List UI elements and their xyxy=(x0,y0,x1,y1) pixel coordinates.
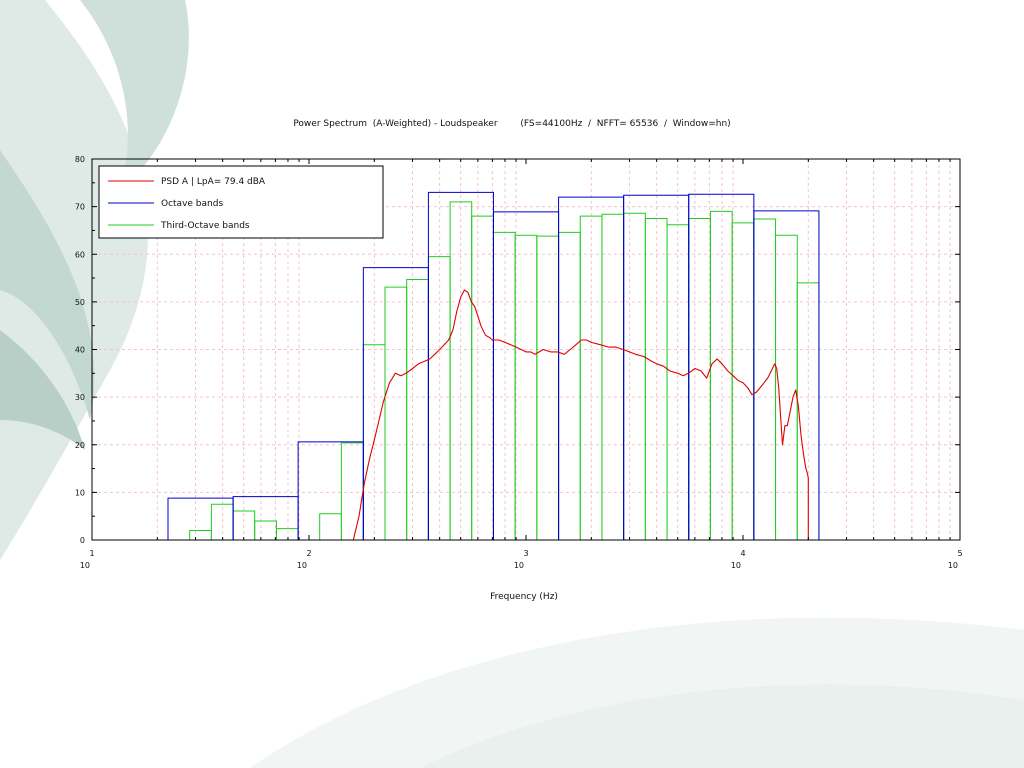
y-tick-label: 20 xyxy=(75,441,85,450)
octave-band-bar xyxy=(492,211,560,540)
axes: 0 10 20 30 40 50 60 70 80 10 1 10 2 10 3 10 4 10 5 xyxy=(75,155,963,570)
third-octave-band-bar xyxy=(471,215,494,540)
x-tick-label-exponent: 1 xyxy=(89,549,94,558)
y-tick-label: 60 xyxy=(75,250,85,259)
chart-title: Power Spectrum (A-Weighted) - Loudspeake… xyxy=(293,119,731,129)
legend-entry: PSD A | LpA= 79.4 dBA xyxy=(161,177,266,187)
x-tick-label-base: 10 xyxy=(948,561,958,570)
x-tick-label-base: 10 xyxy=(514,561,524,570)
x-tick-label-exponent: 2 xyxy=(306,549,311,558)
octave-band-bar xyxy=(688,193,755,540)
third-octave-band-bar xyxy=(254,520,277,540)
third-octave-band-bar xyxy=(514,234,538,540)
octave-band-bar xyxy=(297,441,364,540)
third-octave-band-bar xyxy=(688,218,711,540)
legend-entry: Octave bands xyxy=(161,199,223,209)
third-octave-band-bar xyxy=(601,213,625,540)
third-octave-band-bar xyxy=(709,210,733,540)
x-tick-label-base: 10 xyxy=(731,561,741,570)
third-octave-band-bar xyxy=(536,235,560,540)
x-tick-label-exponent: 4 xyxy=(740,549,745,558)
plot-frame xyxy=(91,158,961,541)
legend-box xyxy=(98,165,384,239)
third-octave-band-bar xyxy=(406,278,429,540)
x-tick-label-base: 10 xyxy=(297,561,307,570)
y-tick-label: 70 xyxy=(75,203,85,212)
y-tick-label: 0 xyxy=(80,536,85,545)
third-octave-band-bar xyxy=(319,513,342,540)
third-octave-band-bar xyxy=(753,218,777,540)
third-octave-band-bar xyxy=(492,231,516,540)
x-axis-label: Frequency (Hz) xyxy=(490,592,558,602)
third-octave-band-bar xyxy=(384,286,408,540)
third-octave-band-bar xyxy=(189,529,212,540)
y-tick-label: 10 xyxy=(75,488,85,497)
psd-curve-line xyxy=(352,289,809,541)
octave-band-bar xyxy=(558,196,625,540)
x-tick-label-base: 10 xyxy=(80,561,90,570)
y-tick-label: 40 xyxy=(75,346,85,355)
octave-band-bar xyxy=(753,210,820,540)
third-octave-band-bar xyxy=(623,212,646,540)
third-octave-band-bar xyxy=(275,528,299,540)
swoosh-bottom-inner xyxy=(420,684,1024,768)
octave-band-bar xyxy=(362,267,429,540)
x-tick-label-exponent: 5 xyxy=(957,549,962,558)
y-tick-label: 50 xyxy=(75,298,85,307)
y-tick-label: 80 xyxy=(75,155,85,164)
legend-entry: Third-Octave bands xyxy=(160,221,250,231)
third-octave-bands xyxy=(189,201,820,540)
third-octave-band-bar xyxy=(558,231,581,540)
y-tick-label: 30 xyxy=(75,393,85,402)
swoosh-left-top xyxy=(80,0,189,190)
x-tick-label-exponent: 3 xyxy=(523,549,528,558)
third-octave-band-bar xyxy=(340,442,364,540)
legend: PSD A | LpA= 79.4 dBA Octave bands Third-O… xyxy=(98,165,384,239)
psd-curve-series xyxy=(352,289,809,541)
octave-bands xyxy=(167,191,820,540)
swoosh-left-band xyxy=(0,150,95,420)
octave-band-bar xyxy=(623,194,690,540)
swoosh-left-deep xyxy=(0,330,85,450)
